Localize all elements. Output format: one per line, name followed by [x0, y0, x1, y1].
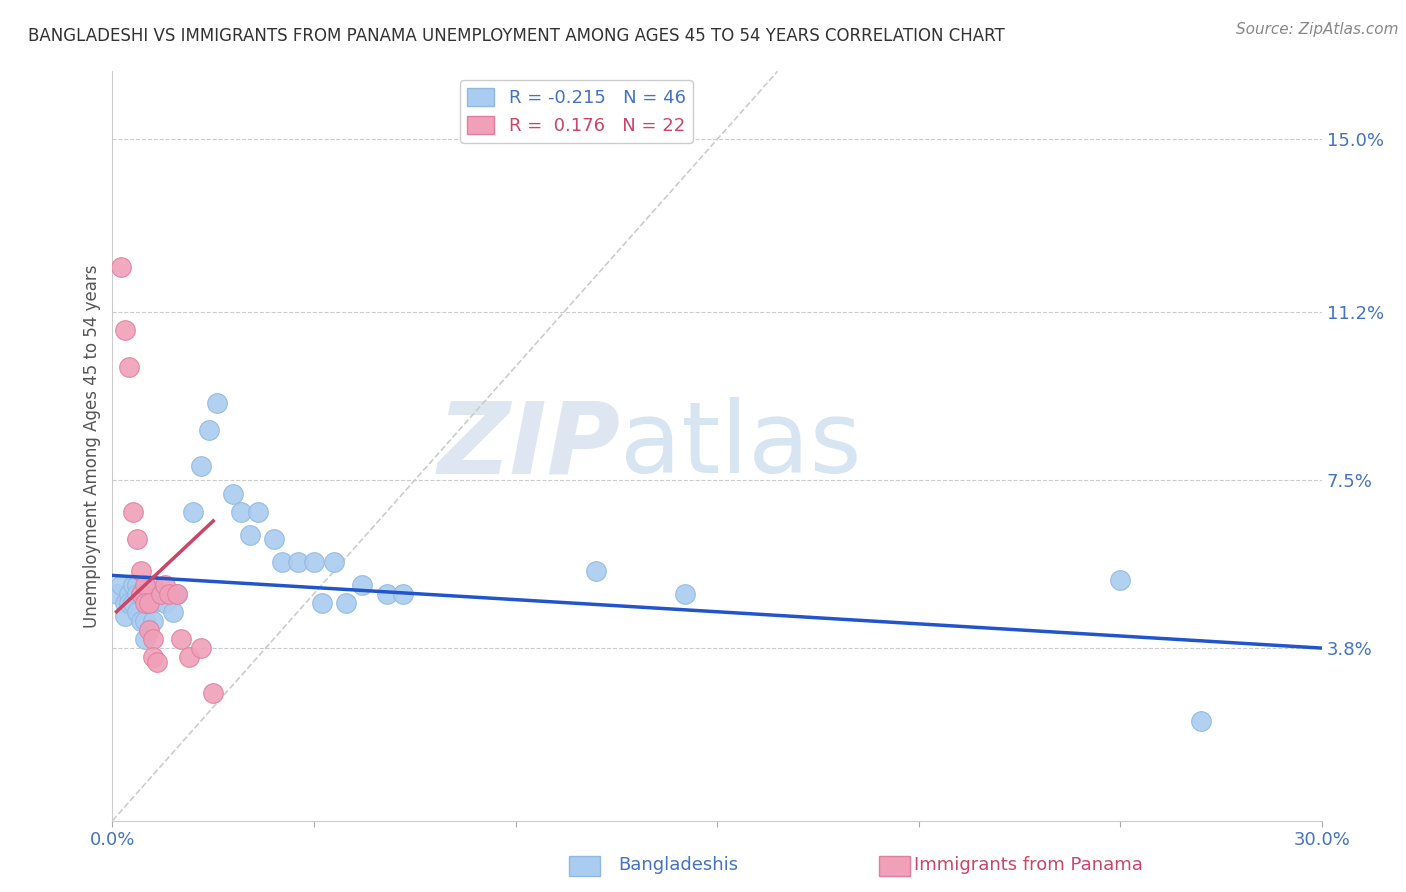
Point — [146, 655, 169, 669]
Point — [117, 586, 139, 600]
Point — [391, 586, 413, 600]
Point — [335, 596, 357, 610]
Point — [125, 577, 148, 591]
Point — [114, 609, 136, 624]
Point — [142, 650, 165, 665]
Point — [202, 686, 225, 700]
Point — [270, 555, 292, 569]
Point — [263, 532, 285, 546]
Point — [142, 596, 165, 610]
Point — [585, 564, 607, 578]
Point — [134, 577, 156, 591]
Point — [138, 623, 160, 637]
Point — [287, 555, 309, 569]
Text: Source: ZipAtlas.com: Source: ZipAtlas.com — [1236, 22, 1399, 37]
Point — [1189, 714, 1212, 728]
Point — [129, 614, 152, 628]
Point — [162, 605, 184, 619]
Point — [138, 596, 160, 610]
Point — [134, 596, 156, 610]
Point — [246, 505, 269, 519]
Point — [121, 577, 143, 591]
Text: ZIP: ZIP — [437, 398, 620, 494]
Legend: R = -0.215   N = 46, R =  0.176   N = 22: R = -0.215 N = 46, R = 0.176 N = 22 — [460, 80, 693, 143]
Point — [1109, 573, 1132, 587]
Point — [105, 586, 128, 600]
Point — [149, 586, 172, 600]
Point — [222, 486, 245, 500]
Text: atlas: atlas — [620, 398, 862, 494]
Point — [117, 596, 139, 610]
Point — [142, 577, 165, 591]
Point — [157, 586, 180, 600]
Point — [673, 586, 696, 600]
Point — [207, 396, 229, 410]
Point — [153, 577, 176, 591]
Point — [129, 586, 152, 600]
Text: Bangladeshis: Bangladeshis — [619, 855, 738, 873]
Y-axis label: Unemployment Among Ages 45 to 54 years: Unemployment Among Ages 45 to 54 years — [83, 264, 101, 628]
Point — [170, 632, 193, 646]
Text: Immigrants from Panama: Immigrants from Panama — [914, 855, 1143, 873]
Point — [352, 577, 374, 591]
Point — [114, 596, 136, 610]
Point — [114, 323, 136, 337]
Point — [302, 555, 325, 569]
Point — [166, 586, 188, 600]
Text: BANGLADESHI VS IMMIGRANTS FROM PANAMA UNEMPLOYMENT AMONG AGES 45 TO 54 YEARS COR: BANGLADESHI VS IMMIGRANTS FROM PANAMA UN… — [28, 27, 1005, 45]
Point — [198, 423, 221, 437]
Point — [110, 577, 132, 591]
Point — [117, 359, 139, 374]
Point — [110, 260, 132, 274]
Point — [134, 632, 156, 646]
Point — [375, 586, 398, 600]
Point — [138, 596, 160, 610]
Point — [190, 459, 212, 474]
Point — [129, 564, 152, 578]
Point — [125, 532, 148, 546]
Point — [142, 614, 165, 628]
Point — [149, 586, 172, 600]
Point — [177, 650, 200, 665]
Point — [238, 527, 260, 541]
Point — [190, 641, 212, 656]
Point — [231, 505, 253, 519]
Point — [121, 505, 143, 519]
Point — [129, 586, 152, 600]
Point — [134, 586, 156, 600]
Point — [121, 596, 143, 610]
Point — [311, 596, 333, 610]
Point — [153, 596, 176, 610]
Point — [166, 586, 188, 600]
Point — [181, 505, 204, 519]
Point — [142, 632, 165, 646]
Point — [125, 605, 148, 619]
Point — [323, 555, 346, 569]
Point — [134, 614, 156, 628]
Point — [125, 586, 148, 600]
